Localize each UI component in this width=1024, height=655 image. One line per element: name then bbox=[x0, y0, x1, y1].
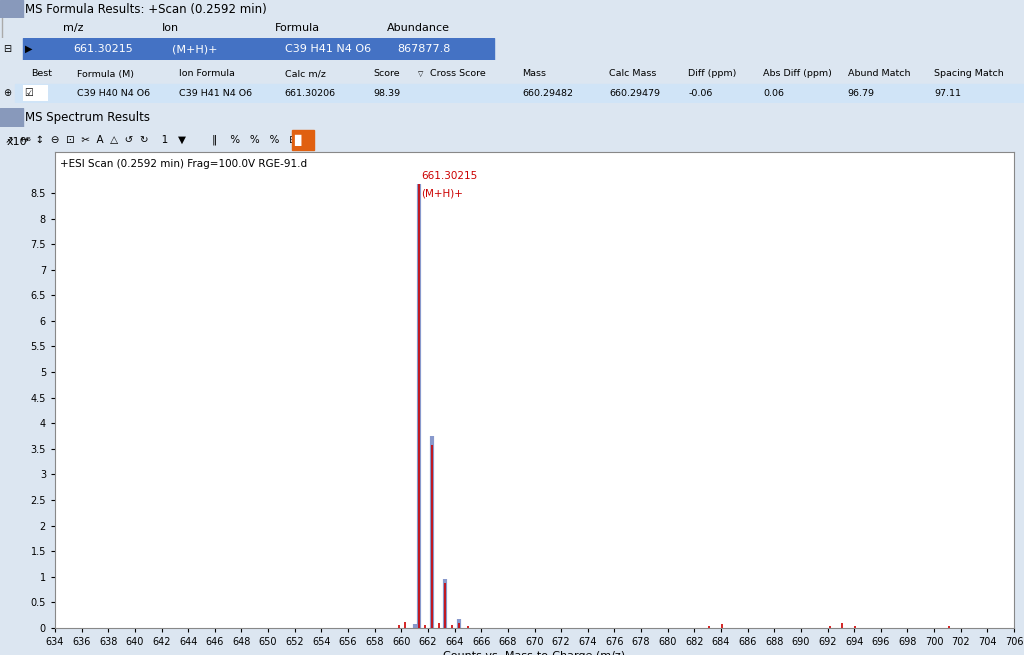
Text: x10⁵: x10⁵ bbox=[7, 138, 32, 147]
Text: 867877.8: 867877.8 bbox=[397, 44, 451, 54]
Text: 661.30206: 661.30206 bbox=[285, 88, 336, 98]
Text: ▊: ▊ bbox=[294, 134, 302, 145]
Text: ▽: ▽ bbox=[418, 71, 423, 77]
Text: 98.39: 98.39 bbox=[374, 88, 400, 98]
Text: 97.11: 97.11 bbox=[934, 88, 961, 98]
Text: 660.29479: 660.29479 bbox=[609, 88, 660, 98]
Text: ▶: ▶ bbox=[25, 44, 32, 54]
Text: 96.79: 96.79 bbox=[848, 88, 874, 98]
Text: Abs Diff (ppm): Abs Diff (ppm) bbox=[763, 69, 831, 79]
Text: Formula (M): Formula (M) bbox=[77, 69, 134, 79]
Text: MS Spectrum Results: MS Spectrum Results bbox=[25, 111, 150, 124]
Text: ⊕: ⊕ bbox=[3, 88, 11, 98]
Text: (M+H)+: (M+H)+ bbox=[172, 44, 217, 54]
Bar bbox=[0, 0, 23, 18]
Bar bbox=[0, 108, 23, 127]
Bar bbox=[292, 130, 314, 151]
Text: Spacing Match: Spacing Match bbox=[934, 69, 1004, 79]
Text: Abund Match: Abund Match bbox=[848, 69, 910, 79]
Text: 661.30215: 661.30215 bbox=[74, 44, 133, 54]
Text: 660.29482: 660.29482 bbox=[522, 88, 573, 98]
Text: C39 H41 N4 O6: C39 H41 N4 O6 bbox=[179, 88, 252, 98]
Text: Ion: Ion bbox=[162, 23, 179, 33]
Text: m/z: m/z bbox=[63, 23, 84, 33]
Text: Calc Mass: Calc Mass bbox=[609, 69, 656, 79]
Text: C39 H40 N4 O6: C39 H40 N4 O6 bbox=[77, 88, 150, 98]
Bar bbox=[23, 85, 48, 101]
Text: Mass: Mass bbox=[522, 69, 546, 79]
Text: -0.06: -0.06 bbox=[688, 88, 713, 98]
Text: C39 H41 N4 O6: C39 H41 N4 O6 bbox=[285, 44, 371, 54]
Text: Abundance: Abundance bbox=[387, 23, 451, 33]
Text: Ion Formula: Ion Formula bbox=[179, 69, 236, 79]
Text: 0.06: 0.06 bbox=[763, 88, 784, 98]
Text: ↗  ↔  ↕  ⊖  ⊡  ✂  A  △  ↺  ↻    1   ▼        ‖    %   %   %   ⊞   ⬛: ↗ ↔ ↕ ⊖ ⊡ ✂ A △ ↺ ↻ 1 ▼ ‖ % % % ⊞ ⬛ bbox=[5, 135, 314, 145]
Bar bbox=[23, 38, 494, 60]
Text: Score: Score bbox=[374, 69, 400, 79]
Text: Cross Score: Cross Score bbox=[430, 69, 485, 79]
Text: ☑: ☑ bbox=[25, 88, 34, 98]
Text: ⊟: ⊟ bbox=[3, 44, 11, 54]
Text: (M+H)+: (M+H)+ bbox=[421, 188, 463, 198]
Text: Calc m/z: Calc m/z bbox=[285, 69, 326, 79]
Text: Diff (ppm): Diff (ppm) bbox=[688, 69, 736, 79]
Text: MS Formula Results: +Scan (0.2592 min): MS Formula Results: +Scan (0.2592 min) bbox=[25, 3, 266, 16]
Text: Best: Best bbox=[31, 69, 52, 79]
Text: 661.30215: 661.30215 bbox=[421, 171, 477, 181]
X-axis label: Counts vs. Mass-to-Charge (m/z): Counts vs. Mass-to-Charge (m/z) bbox=[443, 651, 626, 655]
Text: Formula: Formula bbox=[274, 23, 319, 33]
Text: +ESI Scan (0.2592 min) Frag=100.0V RGE-91.d: +ESI Scan (0.2592 min) Frag=100.0V RGE-9… bbox=[59, 159, 307, 169]
